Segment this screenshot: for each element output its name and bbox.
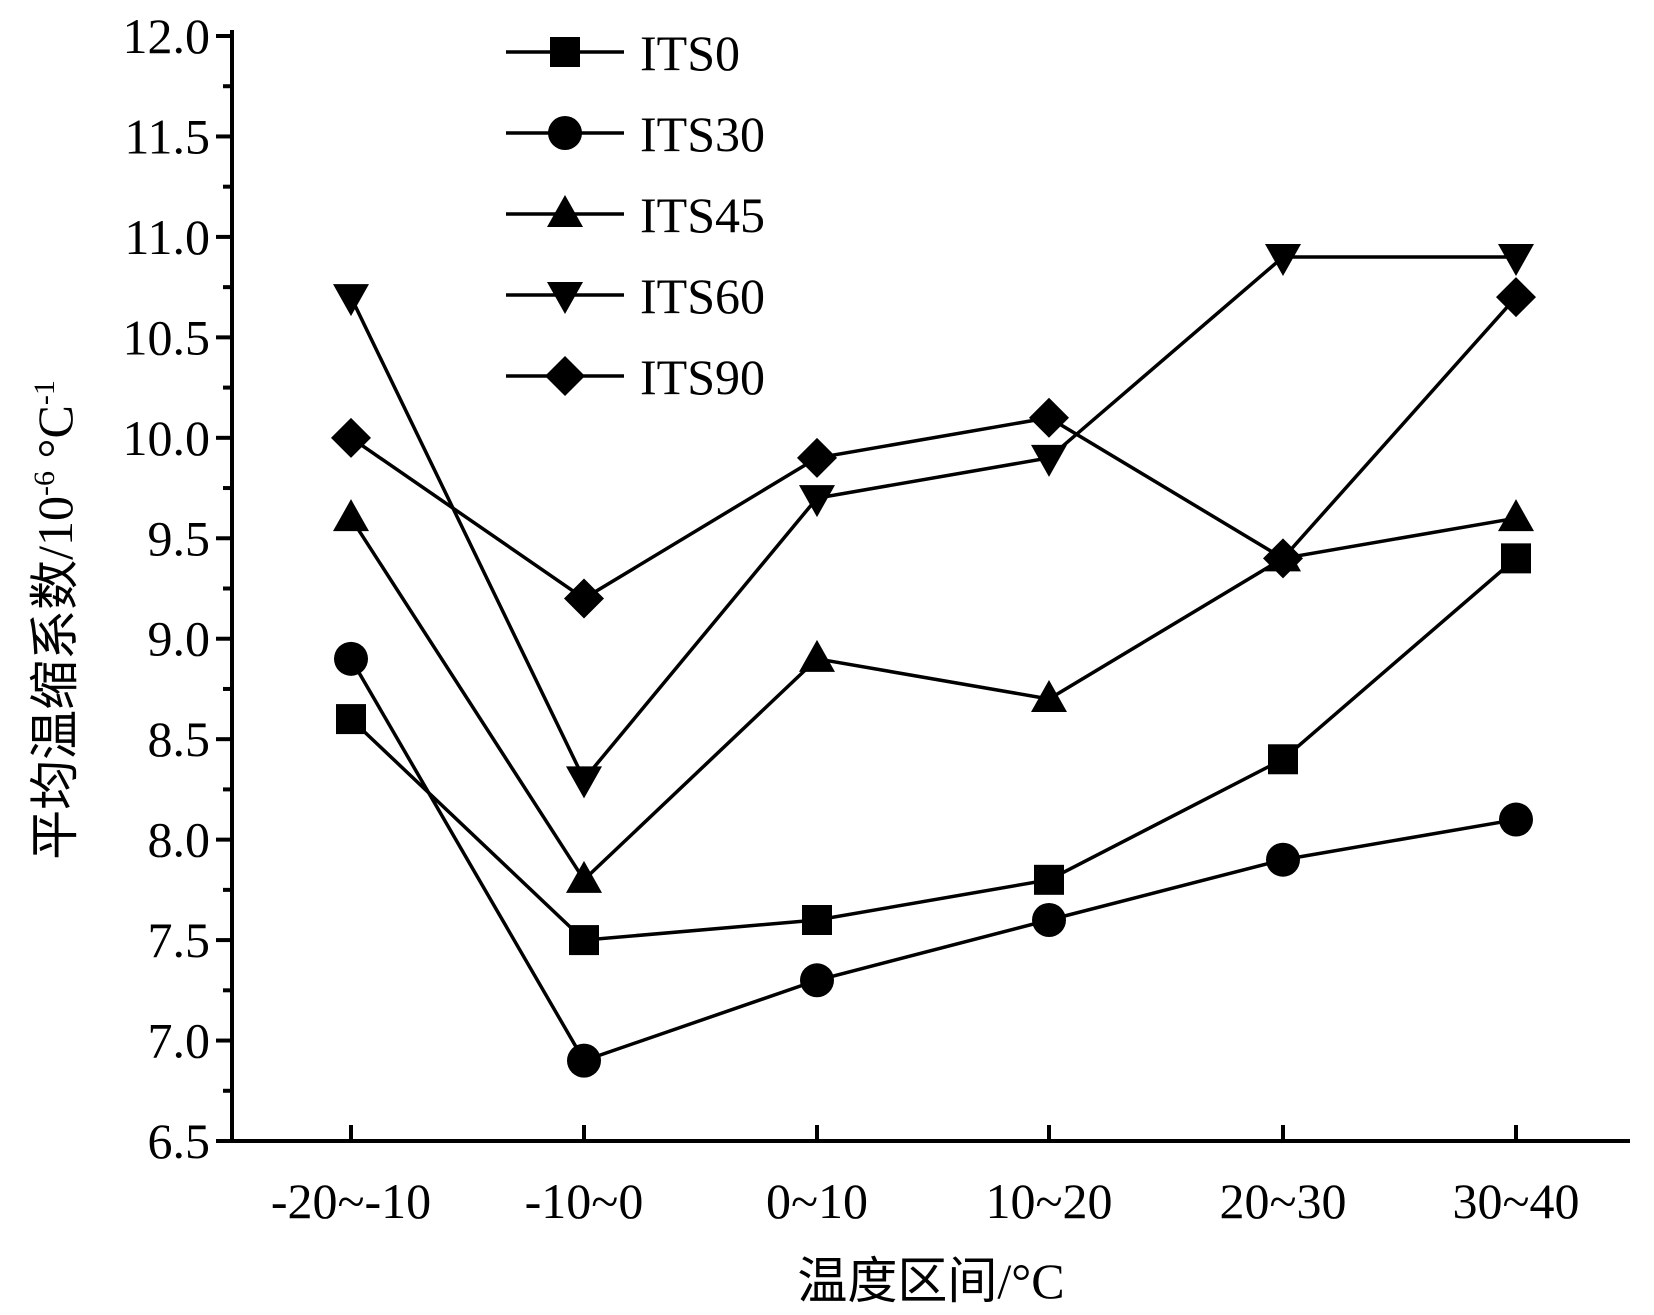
data-point-its60 xyxy=(1031,444,1067,477)
legend-marker xyxy=(545,356,585,396)
y-tick-label: 10.5 xyxy=(123,309,211,365)
y-ticks: 6.5 7.0 7.5 8.0 8.5 9.0 9.5 10.0 10.5 11.0 11.5 12.… xyxy=(123,8,232,1169)
y-axis-title: 平均温缩系数/10-6 °C-1 xyxy=(27,380,83,860)
legend-marker xyxy=(547,282,583,314)
y-tick-label: 11.5 xyxy=(124,108,210,164)
data-point-its0 xyxy=(1268,744,1298,775)
y-tick-label: 6.5 xyxy=(148,1113,211,1169)
data-point-its45 xyxy=(1031,680,1067,712)
series-line-its30 xyxy=(349,657,1517,1063)
data-point-its60 xyxy=(799,485,835,518)
axes xyxy=(230,30,1630,1143)
data-point-its60 xyxy=(1265,244,1301,276)
legend-label: ITS0 xyxy=(640,25,740,81)
data-point-its30 xyxy=(1266,842,1300,877)
y-tick-label: 9.0 xyxy=(148,611,211,667)
legend: ITS0 ITS30 ITS45 ITS60 ITS90 xyxy=(506,25,765,405)
x-tick-label: 10~20 xyxy=(985,1173,1112,1229)
data-point-its0 xyxy=(336,704,366,735)
y-tick-label: 8.5 xyxy=(148,711,211,767)
x-tick-label: 30~40 xyxy=(1452,1173,1579,1229)
data-point-its45 xyxy=(333,499,369,532)
y-tick-label: 9.5 xyxy=(148,510,211,566)
data-point-its45 xyxy=(799,639,835,672)
series-its0 xyxy=(336,543,1531,956)
legend-item-its90: ITS90 xyxy=(506,349,765,405)
data-point-its60 xyxy=(333,284,369,317)
legend-marker xyxy=(547,195,583,227)
y-axis-title-exp1: -6 xyxy=(28,471,61,496)
x-tick-label: -10~0 xyxy=(525,1173,644,1229)
data-point-its0 xyxy=(802,905,832,935)
legend-label: ITS60 xyxy=(640,268,765,324)
y-tick-label: 8.0 xyxy=(148,812,211,868)
data-point-its60 xyxy=(1498,244,1534,276)
data-point-its90 xyxy=(1263,538,1303,579)
data-point-its45 xyxy=(1498,499,1534,532)
y-axis-title-mid: °C xyxy=(27,405,83,471)
data-point-its90 xyxy=(797,437,837,478)
data-point-its60 xyxy=(566,766,602,799)
data-point-its30 xyxy=(1032,903,1066,937)
y-tick-label: 12.0 xyxy=(123,8,211,64)
legend-label: ITS45 xyxy=(640,187,765,243)
x-tick-label: 0~10 xyxy=(766,1173,868,1229)
y-tick-label: 7.0 xyxy=(148,1013,211,1069)
y-axis-title-exp2: -1 xyxy=(28,380,61,405)
data-point-its30 xyxy=(567,1043,601,1078)
series-its30 xyxy=(334,641,1533,1078)
series-line-its0 xyxy=(349,557,1518,942)
series-its60 xyxy=(333,244,1534,799)
series-line-its60 xyxy=(349,255,1516,783)
legend-item-its45: ITS45 xyxy=(506,187,765,243)
data-point-its30 xyxy=(1499,802,1533,837)
x-ticks: -20~-10 -10~0 0~10 10~20 20~30 30~40 xyxy=(271,1125,1580,1229)
series-layer xyxy=(331,244,1536,1078)
x-tick-label: 20~30 xyxy=(1219,1173,1346,1229)
y-tick-label: 7.5 xyxy=(148,912,211,968)
data-point-its30 xyxy=(334,641,368,676)
legend-item-its60: ITS60 xyxy=(506,268,765,324)
data-point-its90 xyxy=(564,578,604,619)
y-tick-label: 11.0 xyxy=(124,209,210,265)
legend-marker xyxy=(548,116,582,150)
data-point-its0 xyxy=(1034,864,1064,895)
legend-item-its0: ITS0 xyxy=(506,25,740,81)
data-point-its0 xyxy=(1501,543,1531,574)
legend-item-its30: ITS30 xyxy=(506,106,765,162)
y-axis-title-main: 平均温缩系数/10 xyxy=(27,496,83,860)
x-tick-label: -20~-10 xyxy=(271,1173,431,1229)
series-line-its90 xyxy=(350,296,1518,601)
data-point-its90 xyxy=(331,417,371,458)
data-point-its30 xyxy=(800,963,834,998)
data-point-its90 xyxy=(1029,397,1069,438)
data-point-its90 xyxy=(1496,277,1536,318)
data-point-its0 xyxy=(569,925,599,956)
data-point-its45 xyxy=(566,860,602,893)
x-axis-title: 温度区间/°C xyxy=(797,1253,1064,1309)
series-line-its45 xyxy=(349,516,1517,883)
legend-label: ITS30 xyxy=(640,106,765,162)
series-its90 xyxy=(331,277,1536,619)
legend-label: ITS90 xyxy=(640,349,765,405)
y-tick-label: 10.0 xyxy=(123,410,211,466)
legend-marker xyxy=(550,37,580,67)
